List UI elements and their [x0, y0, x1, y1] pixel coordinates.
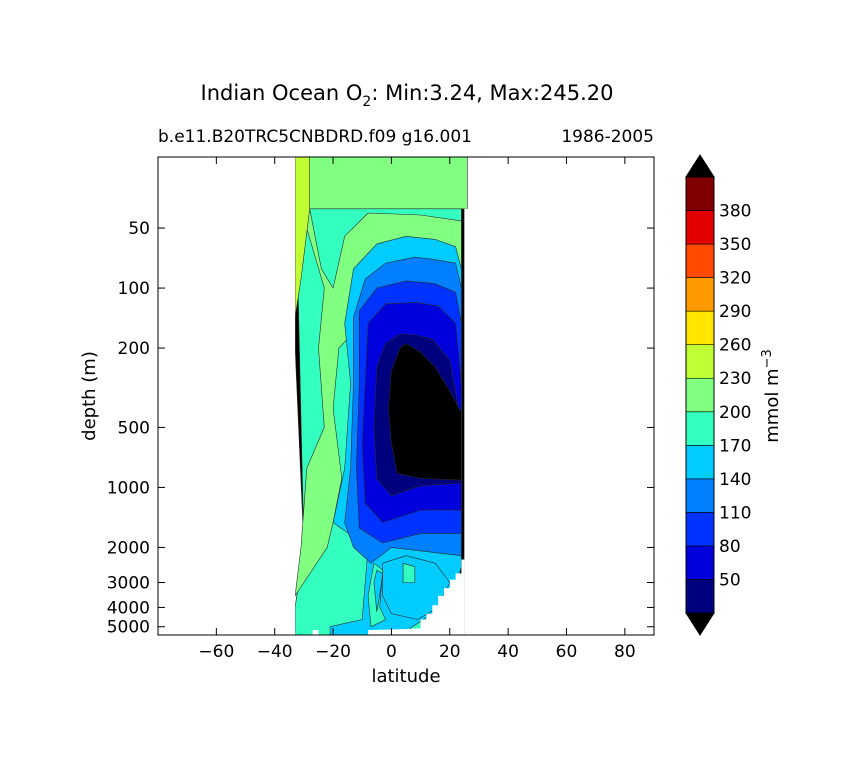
x-tick-label-0: −60	[198, 642, 234, 662]
colorbar-tick-label-9: 320	[719, 269, 751, 289]
colorbar-segment-11	[685, 210, 715, 245]
mask-2	[464, 157, 654, 635]
mask-1	[158, 157, 296, 635]
colorbar-tick-label-2: 110	[719, 503, 751, 523]
y-tick-label-8: 5000	[107, 618, 150, 638]
colorbar-segment-2	[685, 512, 715, 547]
colorbar-segment-3	[685, 478, 715, 513]
chart-title: Indian Ocean O2: Min:3.24, Max:245.20	[201, 81, 614, 110]
colorbar-segment-0	[685, 579, 715, 614]
y-tick-label-0: 50	[128, 219, 150, 239]
x-axis: −60 −40 −20 0 20 40 60 80	[198, 157, 636, 662]
title-prefix: Indian Ocean O	[201, 81, 363, 105]
colorbar-label-base: mmol m	[762, 368, 783, 442]
title-suffix: : Min:3.24, Max:245.20	[371, 81, 613, 105]
colorbar-segment-5	[685, 411, 715, 446]
contour-band-extend_low-10	[388, 343, 462, 481]
x-tick-label-2: −20	[315, 642, 351, 662]
colorbar-segment-8	[685, 310, 715, 345]
y-tick-label-5: 2000	[107, 538, 150, 558]
colorbar-tick-label-11: 380	[719, 202, 751, 222]
subtitle-left: b.e11.B20TRC5CNBDRD.f09 g16.001	[158, 127, 472, 147]
colorbar-segment-9	[685, 277, 715, 312]
colorbar-tick-label-10: 350	[719, 235, 751, 255]
colorbar: 50 80 110 140 170 200 230 260 290 320 350 380	[685, 154, 751, 636]
colorbar-tick-label-7: 260	[719, 336, 751, 356]
y-tick-label-3: 500	[118, 418, 150, 438]
plot-area	[158, 157, 654, 635]
colorbar-label-sup: −3	[760, 349, 775, 368]
contour-band-140-170-12	[373, 569, 384, 613]
colorbar-tick-label-1: 80	[719, 537, 741, 557]
colorbar-tick-label-8: 290	[719, 302, 751, 322]
colorbar-segment-10	[685, 243, 715, 278]
colorbar-tick-label-3: 140	[719, 470, 751, 490]
y-tick-label-1: 100	[118, 279, 150, 299]
mask-0	[289, 559, 465, 635]
colorbar-segment-1	[685, 545, 715, 580]
colorbar-label: mmol m−3	[760, 349, 783, 443]
x-tick-label-7: 80	[614, 642, 636, 662]
contour-band-200-230-2	[294, 157, 468, 210]
colorbar-segment-6	[685, 377, 715, 413]
colorbar-tick-label-0: 50	[719, 570, 741, 590]
y-tick-label-2: 200	[118, 339, 150, 359]
colorbar-tick-label-6: 230	[719, 369, 751, 389]
x-tick-label-6: 60	[556, 642, 578, 662]
colorbar-segment-12	[685, 176, 715, 211]
axes-frame	[157, 156, 655, 636]
colorbar-segment-7	[685, 344, 715, 379]
y-tick-label-6: 3000	[107, 574, 150, 594]
colorbar-segment-4	[685, 445, 715, 480]
y-axis-label: depth (m)	[79, 351, 100, 441]
title-subscript: 2	[362, 94, 371, 110]
contour-band-170-200-14	[402, 562, 416, 583]
colorbar-tick-label-4: 170	[719, 436, 751, 456]
x-axis-label: latitude	[371, 666, 440, 687]
colorbar-frame	[685, 176, 715, 614]
colorbar-extend-high	[685, 154, 715, 178]
x-tick-label-5: 40	[497, 642, 519, 662]
x-tick-label-3: 0	[386, 642, 397, 662]
colorbar-tick-label-5: 200	[719, 403, 751, 423]
x-tick-label-4: 20	[439, 642, 461, 662]
subtitle-right: 1986-2005	[561, 127, 654, 147]
y-tick-label-7: 4000	[107, 598, 150, 618]
colorbar-extend-low	[685, 612, 715, 636]
y-tick-label-4: 1000	[107, 478, 150, 498]
x-tick-label-1: −40	[257, 642, 293, 662]
